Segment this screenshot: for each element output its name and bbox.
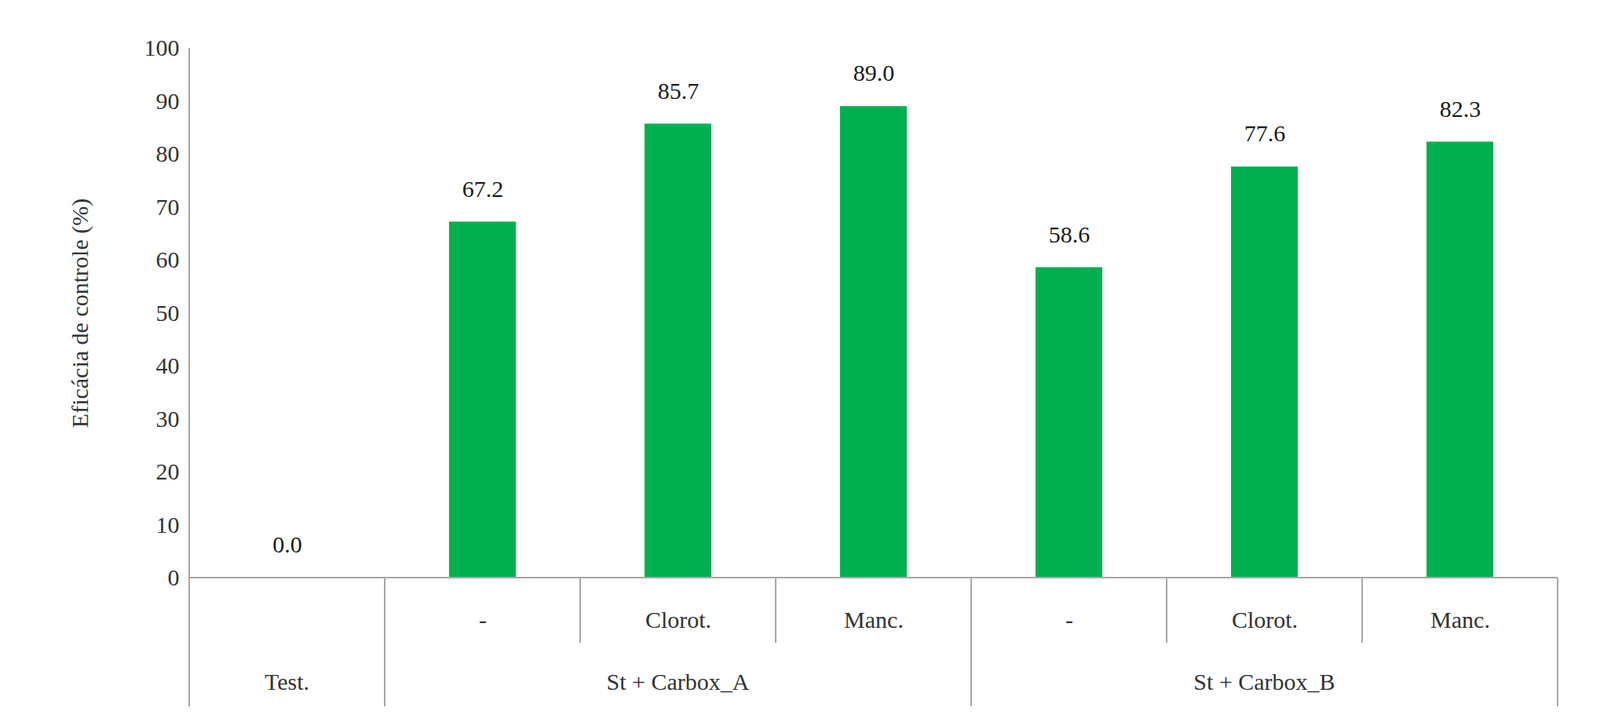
- svg-text:Clorot.: Clorot.: [645, 606, 712, 633]
- svg-text:Test.: Test.: [264, 668, 310, 695]
- svg-text:St + Carbox_A: St + Carbox_A: [606, 668, 750, 695]
- svg-text:Clorot.: Clorot.: [1231, 606, 1298, 633]
- svg-text:0: 0: [168, 564, 180, 591]
- svg-text:60: 60: [156, 246, 180, 273]
- svg-text:Manc.: Manc.: [1430, 606, 1491, 633]
- svg-text:-: -: [478, 606, 487, 633]
- svg-text:100: 100: [144, 34, 180, 61]
- svg-text:67.2: 67.2: [462, 175, 505, 202]
- svg-text:90: 90: [156, 87, 180, 114]
- svg-text:Eficácia de controle (%): Eficácia de controle (%): [66, 198, 94, 428]
- svg-text:89.0: 89.0: [853, 59, 895, 86]
- svg-text:58.6: 58.6: [1048, 221, 1091, 248]
- svg-text:-: -: [1065, 606, 1074, 633]
- svg-text:20: 20: [156, 458, 180, 485]
- svg-text:77.6: 77.6: [1244, 120, 1286, 147]
- svg-text:80: 80: [156, 140, 180, 167]
- svg-text:10: 10: [156, 511, 180, 538]
- svg-text:50: 50: [156, 299, 180, 326]
- svg-text:82.3: 82.3: [1439, 95, 1482, 122]
- svg-text:St + Carbox_B: St + Carbox_B: [1193, 668, 1335, 695]
- svg-text:30: 30: [156, 405, 180, 432]
- svg-text:40: 40: [156, 352, 180, 379]
- svg-text:0.0: 0.0: [272, 531, 303, 558]
- svg-text:Manc.: Manc.: [843, 606, 904, 633]
- svg-text:70: 70: [156, 193, 180, 220]
- svg-text:85.7: 85.7: [657, 77, 700, 104]
